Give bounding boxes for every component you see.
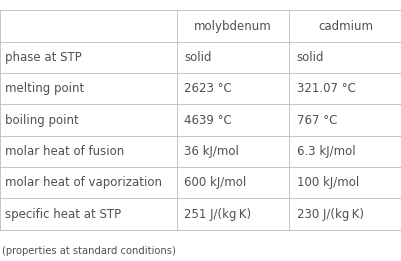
Text: solid: solid bbox=[184, 51, 211, 64]
Text: 251 J/(kg K): 251 J/(kg K) bbox=[184, 207, 251, 221]
Text: 2623 °C: 2623 °C bbox=[184, 82, 231, 95]
Text: specific heat at STP: specific heat at STP bbox=[5, 207, 121, 221]
Text: molar heat of vaporization: molar heat of vaporization bbox=[5, 176, 162, 189]
Text: (properties at standard conditions): (properties at standard conditions) bbox=[2, 246, 176, 256]
Text: molar heat of fusion: molar heat of fusion bbox=[5, 145, 124, 158]
Text: 321.07 °C: 321.07 °C bbox=[296, 82, 354, 95]
Text: 600 kJ/mol: 600 kJ/mol bbox=[184, 176, 246, 189]
Text: cadmium: cadmium bbox=[318, 20, 372, 33]
Text: boiling point: boiling point bbox=[5, 114, 78, 127]
Text: 230 J/(kg K): 230 J/(kg K) bbox=[296, 207, 363, 221]
Text: 4639 °C: 4639 °C bbox=[184, 114, 231, 127]
Text: 6.3 kJ/mol: 6.3 kJ/mol bbox=[296, 145, 354, 158]
Text: solid: solid bbox=[296, 51, 323, 64]
Text: 100 kJ/mol: 100 kJ/mol bbox=[296, 176, 358, 189]
Text: 36 kJ/mol: 36 kJ/mol bbox=[184, 145, 239, 158]
Text: 767 °C: 767 °C bbox=[296, 114, 336, 127]
Text: molybdenum: molybdenum bbox=[194, 20, 271, 33]
Text: melting point: melting point bbox=[5, 82, 84, 95]
Text: phase at STP: phase at STP bbox=[5, 51, 81, 64]
